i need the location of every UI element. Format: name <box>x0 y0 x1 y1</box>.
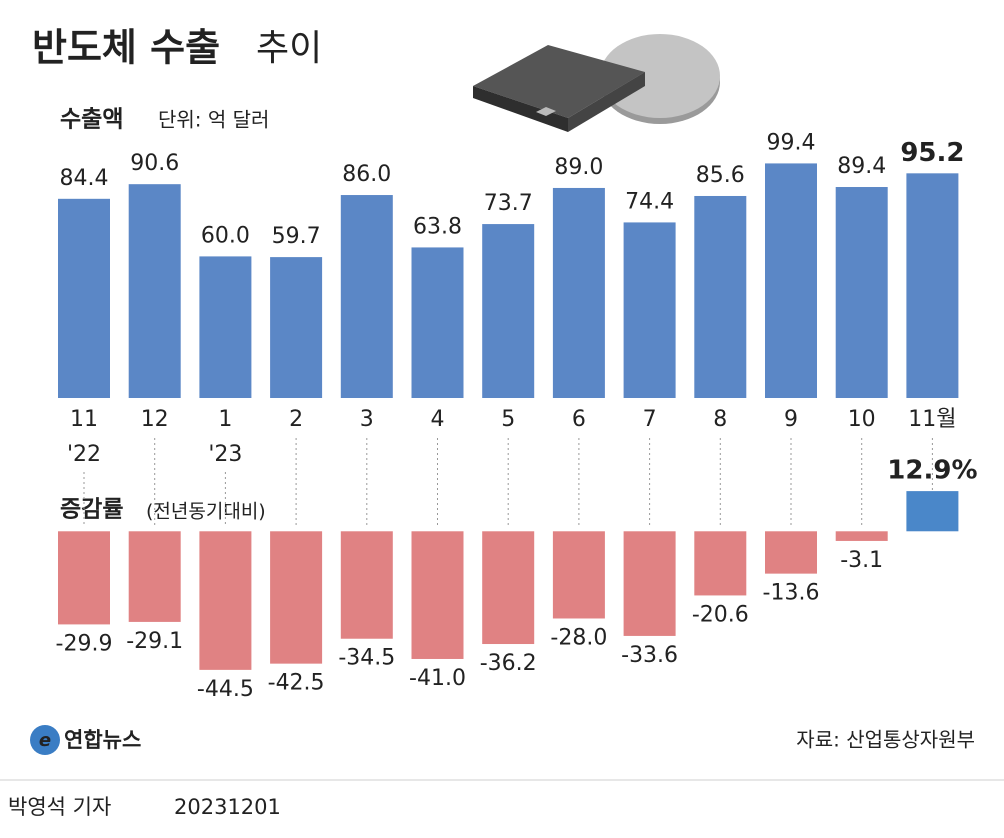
x-tick-label: 8 <box>713 407 727 432</box>
bar <box>623 222 676 398</box>
value-label: 95.2 <box>900 138 964 168</box>
value-label: -29.9 <box>56 631 113 656</box>
bar <box>58 531 110 625</box>
x-tick-label: 2 <box>289 407 303 432</box>
value-label: 99.4 <box>767 130 816 155</box>
source: 자료: 산업통상자원부 <box>796 728 975 752</box>
value-label: 84.4 <box>60 166 109 191</box>
value-label: 85.6 <box>696 163 745 188</box>
reporter: 박영석 기자 <box>8 795 111 819</box>
x-tick-label: 11월 <box>908 407 956 432</box>
title-suffix: 추이 <box>256 28 322 69</box>
bar <box>58 198 110 398</box>
unit-label: 단위: 억 달러 <box>158 108 269 132</box>
bar <box>694 531 747 596</box>
x-tick-label: 11 <box>70 407 98 432</box>
value-label: -29.1 <box>126 629 183 654</box>
value-label: 60.0 <box>201 223 250 248</box>
subtitle: 수출액 <box>60 107 123 133</box>
footer-band <box>0 780 1004 838</box>
x-tick-label: 4 <box>431 407 445 432</box>
value-label: -44.5 <box>197 677 254 702</box>
chip-illustration <box>473 34 720 132</box>
bar <box>482 224 535 398</box>
bar <box>128 184 181 398</box>
value-label: -41.0 <box>409 666 466 691</box>
x-tick-label: 5 <box>501 407 515 432</box>
value-label: 89.4 <box>837 154 886 179</box>
bar <box>270 257 323 398</box>
bar <box>835 531 888 541</box>
x-tick-label: 6 <box>572 407 586 432</box>
value-label: 63.8 <box>413 214 462 239</box>
value-label: -36.2 <box>480 651 537 676</box>
year-label: '23 <box>208 442 242 467</box>
value-label: 90.6 <box>130 151 179 176</box>
value-label: -20.6 <box>692 602 749 627</box>
x-tick-label: 9 <box>784 407 798 432</box>
bar <box>270 531 323 664</box>
bar <box>199 256 252 398</box>
value-label: -3.1 <box>840 548 883 573</box>
svg-text:e: e <box>39 730 51 751</box>
bar <box>482 531 535 645</box>
bar <box>552 531 605 619</box>
title: 반도체 수출 <box>32 26 220 70</box>
date: 20231201 <box>174 795 281 819</box>
value-label: -42.5 <box>268 671 325 696</box>
year-label: '22 <box>67 442 101 467</box>
value-label: 73.7 <box>484 191 533 216</box>
value-label: 59.7 <box>272 224 321 249</box>
bar <box>623 531 676 636</box>
logo-text: 연합뉴스 <box>64 728 141 752</box>
value-label: 12.9% <box>887 456 977 486</box>
bar <box>128 531 181 622</box>
bar <box>340 195 393 398</box>
value-label: 74.4 <box>625 189 674 214</box>
bar <box>835 187 888 398</box>
bar <box>340 531 393 639</box>
value-label: 86.0 <box>342 162 391 187</box>
bar <box>552 187 605 398</box>
bar <box>694 195 747 398</box>
bar <box>411 531 464 659</box>
bar <box>199 531 252 670</box>
x-tick-label: 10 <box>848 407 876 432</box>
value-label: -34.5 <box>338 646 395 671</box>
x-tick-label: 1 <box>218 407 232 432</box>
bar <box>765 531 817 574</box>
x-tick-label: 12 <box>141 407 169 432</box>
value-label: -13.6 <box>763 581 820 606</box>
x-tick-label: 3 <box>360 407 374 432</box>
value-label: 89.0 <box>554 155 603 180</box>
value-label: -28.0 <box>550 625 607 650</box>
subtitle: 증감률 <box>60 497 123 523</box>
x-tick-label: 7 <box>643 407 657 432</box>
bar <box>906 173 959 398</box>
unit-label: (전년동기대비) <box>146 501 266 523</box>
bar <box>906 491 959 532</box>
bar <box>765 163 817 398</box>
bar <box>411 247 464 398</box>
value-label: -33.6 <box>621 643 678 668</box>
logo: e 연합뉴스 <box>30 725 141 755</box>
